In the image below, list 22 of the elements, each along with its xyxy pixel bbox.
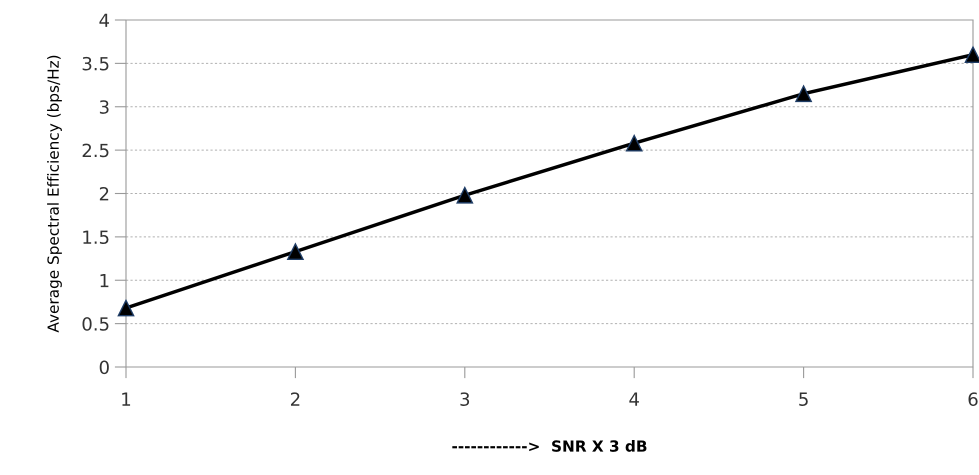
y-tick-label: 2.5 xyxy=(82,144,108,158)
y-axis-title: Average Spectral Efficiency (bps/Hz) xyxy=(47,56,62,332)
y-tick-label: 1.5 xyxy=(83,230,108,244)
x-tick-label: 3 xyxy=(460,392,470,406)
x-tick-label: 1 xyxy=(122,392,130,406)
y-tick-label: 3.5 xyxy=(82,56,108,70)
point xyxy=(456,186,474,204)
y-tick-label: 1 xyxy=(100,274,108,288)
x-tick-label: 4 xyxy=(629,392,639,406)
point xyxy=(287,243,304,260)
y-tick-label: 2 xyxy=(100,186,108,200)
y-tick-label: 3 xyxy=(100,100,109,114)
y-tick-label: 0.5 xyxy=(82,317,108,331)
point xyxy=(118,300,134,316)
x-tick-label: 5 xyxy=(799,392,808,406)
x-axis-title: ------------> SNR X 3 dB xyxy=(452,440,646,452)
y-tick-label: 4 xyxy=(99,14,110,27)
y-tick-label: 0 xyxy=(100,360,109,374)
x-tick-label: 6 xyxy=(968,392,978,406)
point xyxy=(626,134,643,152)
point xyxy=(795,85,812,102)
x-tick-label: 2 xyxy=(290,392,300,406)
